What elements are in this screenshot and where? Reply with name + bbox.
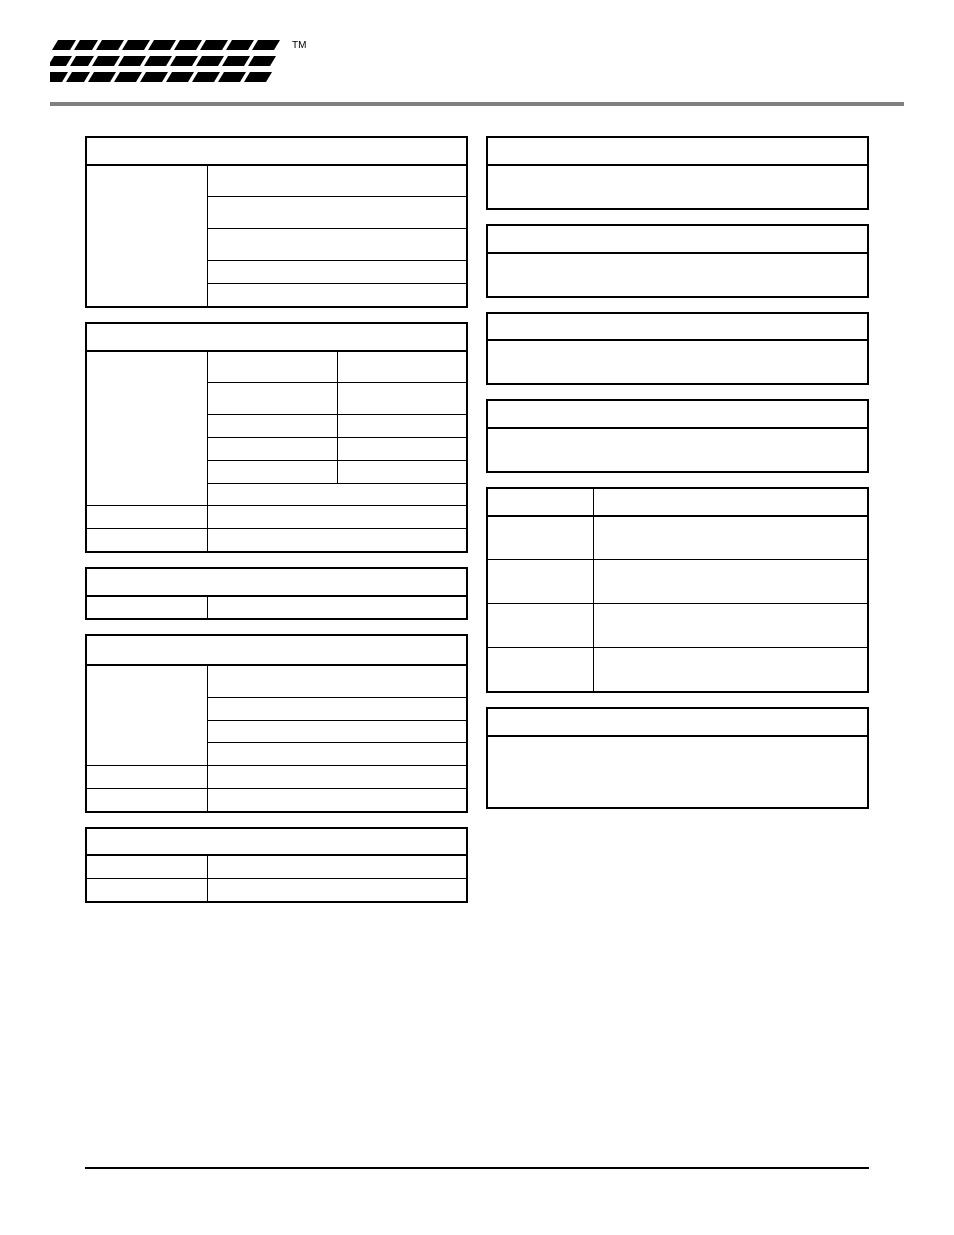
t1-r2c2 xyxy=(208,197,467,229)
t2-r6c2 xyxy=(208,483,467,506)
rt5-r3c1 xyxy=(487,604,594,648)
t4-f2c1 xyxy=(86,788,208,811)
left-table-5 xyxy=(85,827,468,903)
right-table-3 xyxy=(486,312,869,386)
rt5-r1c1 xyxy=(487,516,594,560)
t3-r1c1 xyxy=(86,596,208,620)
t4-r2c2 xyxy=(208,697,467,720)
left-column xyxy=(85,136,468,917)
rt5-h1 xyxy=(487,488,594,516)
right-table-1 xyxy=(486,136,869,210)
rt3-header xyxy=(487,313,868,341)
rt1-header xyxy=(487,137,868,165)
t2-f1c1 xyxy=(86,506,208,529)
t1-r5c2 xyxy=(208,284,467,307)
t2-r3c3 xyxy=(337,415,467,438)
t3-header xyxy=(86,568,467,596)
t2-r4c2 xyxy=(208,438,338,461)
t2-r2c3 xyxy=(337,383,467,415)
rt5-r4c2 xyxy=(594,648,868,692)
rt4-header xyxy=(487,400,868,428)
t2-r1c1 xyxy=(86,351,208,506)
rt5-r2c1 xyxy=(487,560,594,604)
t5-r2c2 xyxy=(208,879,467,902)
t4-f1c1 xyxy=(86,766,208,789)
rt2-header xyxy=(487,225,868,253)
t4-header xyxy=(86,635,467,665)
rt5-r2c2 xyxy=(594,560,868,604)
t1-header xyxy=(86,137,467,165)
t2-r5c2 xyxy=(208,460,338,483)
t1-r1c1 xyxy=(86,165,208,307)
t4-f1c2 xyxy=(208,766,467,789)
rt4-r1 xyxy=(487,428,868,472)
t2-f1c2 xyxy=(208,506,467,529)
right-table-5 xyxy=(486,487,869,693)
rt6-r1 xyxy=(487,736,868,808)
footer-space xyxy=(50,1169,904,1229)
t5-r1c2 xyxy=(208,855,467,878)
t2-r1c2 xyxy=(208,351,338,383)
left-table-3 xyxy=(85,567,468,621)
right-table-2 xyxy=(486,224,869,298)
rt2-r1 xyxy=(487,253,868,297)
t5-header xyxy=(86,828,467,856)
right-table-6 xyxy=(486,707,869,809)
content-columns xyxy=(50,136,904,917)
t1-r1c2 xyxy=(208,165,467,197)
t5-r1c1 xyxy=(86,855,208,878)
rt5-r4c1 xyxy=(487,648,594,692)
rt3-r1 xyxy=(487,340,868,384)
t2-f2c2 xyxy=(208,529,467,552)
right-table-4 xyxy=(486,399,869,473)
header-rule xyxy=(50,102,904,106)
t2-r1c3 xyxy=(337,351,467,383)
t2-r3c2 xyxy=(208,415,338,438)
t4-f2c2 xyxy=(208,788,467,811)
t5-r2c1 xyxy=(86,879,208,902)
logo-row: TM xyxy=(50,40,904,90)
trademark-label: TM xyxy=(292,40,306,51)
left-table-4 xyxy=(85,634,468,812)
t2-f2c1 xyxy=(86,529,208,552)
t2-r2c2 xyxy=(208,383,338,415)
t2-r4c3 xyxy=(337,438,467,461)
t2-header xyxy=(86,323,467,351)
left-table-2 xyxy=(85,322,468,553)
rt5-r3c2 xyxy=(594,604,868,648)
t4-r1c2 xyxy=(208,665,467,697)
rt6-header xyxy=(487,708,868,736)
crystal-logo xyxy=(50,40,290,90)
t1-r4c2 xyxy=(208,261,467,284)
right-column xyxy=(486,136,869,823)
left-table-1 xyxy=(85,136,468,308)
t4-r3c2 xyxy=(208,720,467,743)
t3-r1c2 xyxy=(208,596,467,620)
t2-r5c3 xyxy=(337,460,467,483)
rt5-r1c2 xyxy=(594,516,868,560)
t1-r3c2 xyxy=(208,229,467,261)
t4-r1c1 xyxy=(86,665,208,765)
t4-r4c2 xyxy=(208,743,467,766)
rt5-h2 xyxy=(594,488,868,516)
rt1-r1 xyxy=(487,165,868,209)
